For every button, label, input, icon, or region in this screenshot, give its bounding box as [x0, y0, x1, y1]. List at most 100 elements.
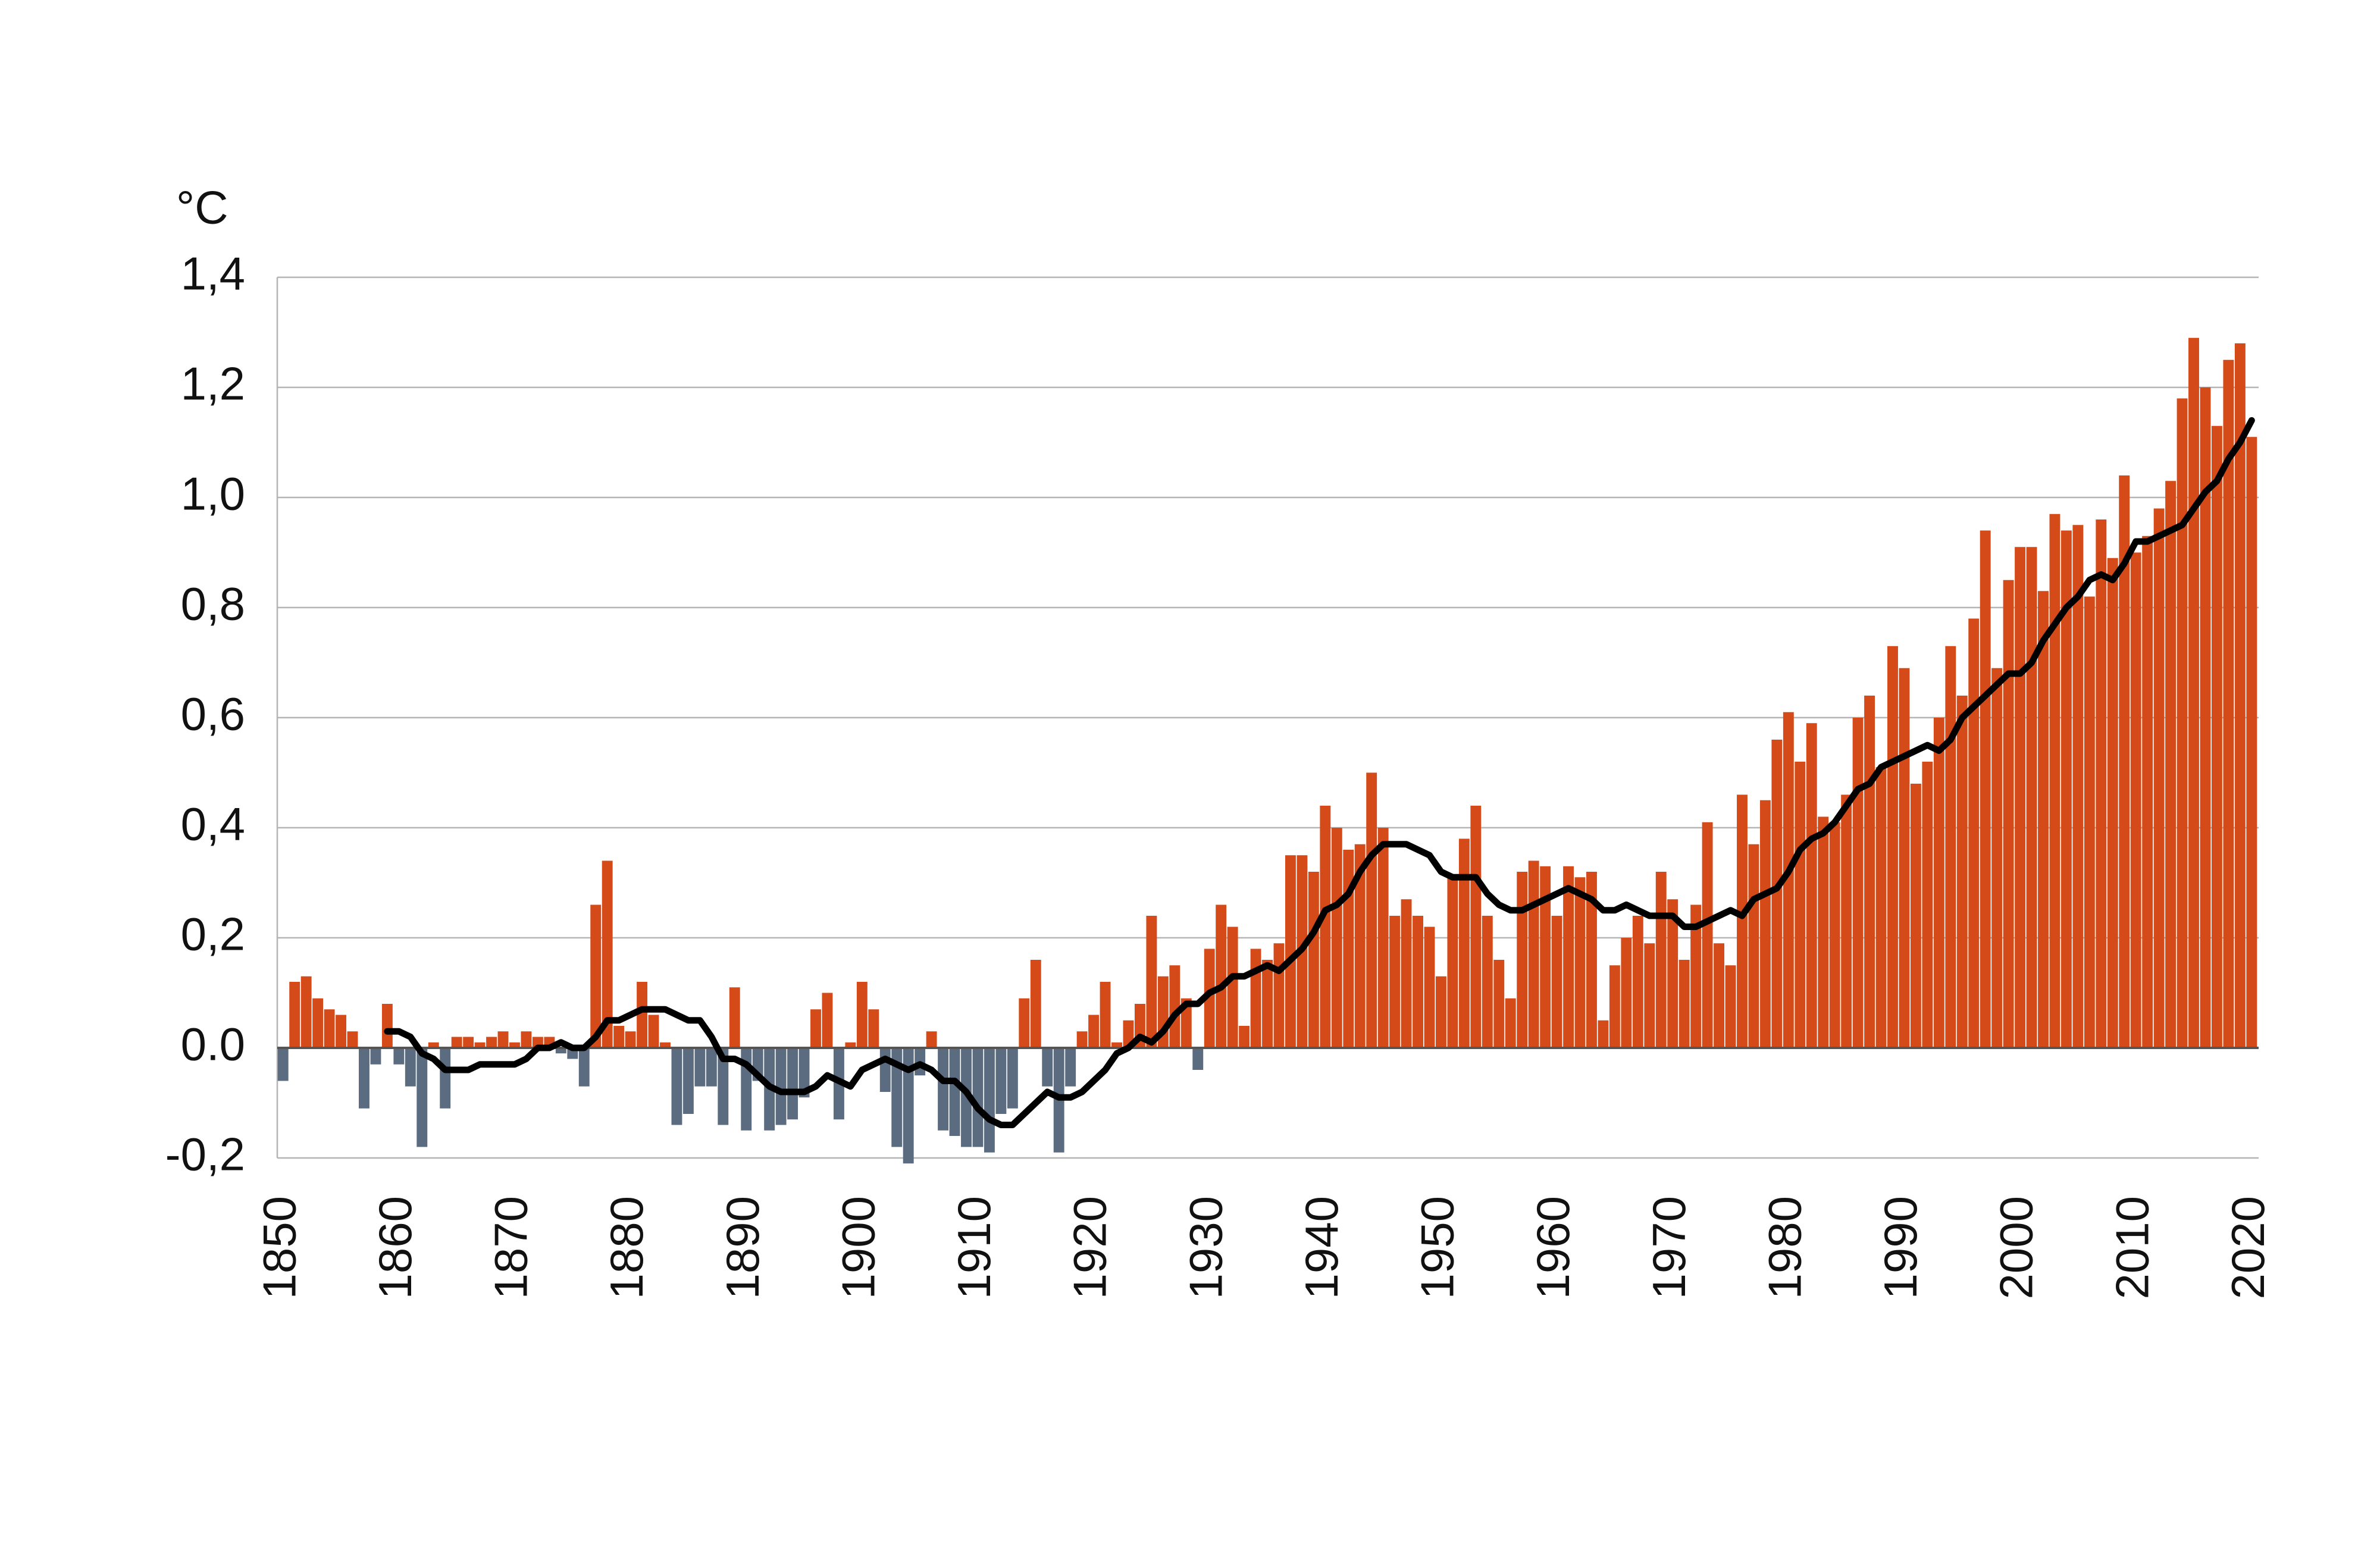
bar: [1169, 965, 1180, 1048]
bar: [1725, 965, 1736, 1048]
y-tick-label: 1,2: [181, 358, 245, 410]
bar: [671, 1048, 682, 1125]
bar: [1933, 718, 1944, 1048]
bar: [1783, 712, 1794, 1048]
bar: [1887, 646, 1898, 1048]
bar: [381, 1004, 393, 1048]
bar: [1401, 899, 1412, 1048]
bar: [1262, 960, 1273, 1048]
bar: [1795, 762, 1806, 1048]
bar: [1424, 926, 1435, 1048]
bar: [1818, 816, 1829, 1048]
bar: [2072, 525, 2084, 1048]
bar: [486, 1037, 497, 1048]
bar: [1458, 838, 1470, 1048]
bar: [1273, 943, 1285, 1048]
bar: [1690, 904, 1702, 1048]
bar: [312, 998, 324, 1048]
x-tick-label: 1970: [1643, 1196, 1695, 1300]
bar: [1702, 822, 1713, 1048]
bar: [2188, 337, 2199, 1048]
bar: [2107, 558, 2118, 1048]
y-tick-label: 0,8: [181, 578, 245, 630]
bar: [682, 1048, 694, 1114]
bar: [613, 1026, 625, 1048]
bar: [1250, 949, 1261, 1048]
bar: [1875, 767, 1887, 1048]
x-tick-label: 1910: [948, 1196, 1000, 1300]
x-tick-label: 1980: [1758, 1196, 1811, 1300]
bar: [440, 1048, 451, 1109]
bar: [694, 1048, 706, 1087]
bar: [729, 987, 740, 1048]
bar: [660, 1042, 671, 1048]
bar: [1366, 772, 1377, 1048]
bar: [1389, 916, 1401, 1048]
bar: [590, 904, 602, 1048]
trend-line: [384, 417, 2255, 1128]
bar: [1899, 668, 1910, 1048]
bar: [1076, 1031, 1088, 1048]
bar: [463, 1037, 474, 1048]
bar: [1227, 926, 1238, 1048]
bar: [856, 982, 868, 1048]
bar: [903, 1048, 914, 1164]
axes: -0,2 0.0 0,2 0,4 0,6 0,8 1,0 1,2 1,4 1850 1860 1870…: [165, 248, 2274, 1300]
y-tick-label: -0,2: [165, 1128, 245, 1181]
bar: [1551, 916, 1562, 1048]
bar: [497, 1031, 509, 1048]
y-tick-label: 0,6: [181, 688, 245, 740]
bar: [822, 993, 833, 1048]
bar: [1331, 828, 1342, 1048]
bar: [2211, 425, 2222, 1048]
bar: [1748, 844, 1759, 1048]
bar: [2234, 343, 2246, 1048]
bar: [2153, 508, 2165, 1048]
bar: [1505, 998, 1516, 1048]
bar: [2130, 552, 2141, 1048]
grid: [276, 276, 2259, 1159]
bar: [602, 860, 613, 1048]
bar: [1354, 844, 1366, 1048]
bar: [578, 1048, 590, 1087]
bar: [1413, 916, 1423, 1048]
bar: [2015, 547, 2026, 1048]
bar: [1829, 822, 1840, 1048]
bar: [393, 1048, 405, 1065]
bar: [1493, 960, 1505, 1048]
x-tick-label: 1940: [1295, 1196, 1348, 1300]
bar: [1563, 866, 1574, 1048]
bar: [428, 1042, 439, 1048]
bar: [845, 1042, 856, 1048]
x-tick-label: 2010: [2106, 1196, 2158, 1300]
y-axis-unit: °C: [176, 181, 228, 234]
bar: [1100, 982, 1111, 1048]
bar: [1759, 800, 1771, 1048]
bar: [891, 1048, 903, 1147]
bar: [277, 1048, 289, 1081]
bar: [938, 1048, 949, 1131]
x-tick-label: 1920: [1064, 1196, 1116, 1300]
x-tick-label: 1950: [1411, 1196, 1464, 1300]
bar: [1841, 794, 1852, 1048]
bar: [405, 1048, 416, 1087]
bar: [1216, 904, 1227, 1048]
bar: [1922, 762, 1933, 1048]
bar: [2038, 591, 2049, 1048]
bar: [1065, 1048, 1076, 1087]
bar: [300, 976, 312, 1048]
bar: [1667, 899, 1678, 1048]
x-tick-label: 1860: [369, 1196, 421, 1300]
bar: [775, 1048, 787, 1125]
bar: [2003, 580, 2014, 1048]
bar: [2165, 481, 2177, 1048]
bar: [1864, 696, 1875, 1048]
bar: [370, 1048, 381, 1065]
bar: [1771, 740, 1783, 1048]
bar: [1285, 855, 1296, 1048]
bar: [879, 1048, 891, 1092]
bar: [416, 1048, 428, 1147]
bar: [1436, 976, 1446, 1048]
bar: [1019, 998, 1030, 1048]
bar: [1007, 1048, 1018, 1109]
